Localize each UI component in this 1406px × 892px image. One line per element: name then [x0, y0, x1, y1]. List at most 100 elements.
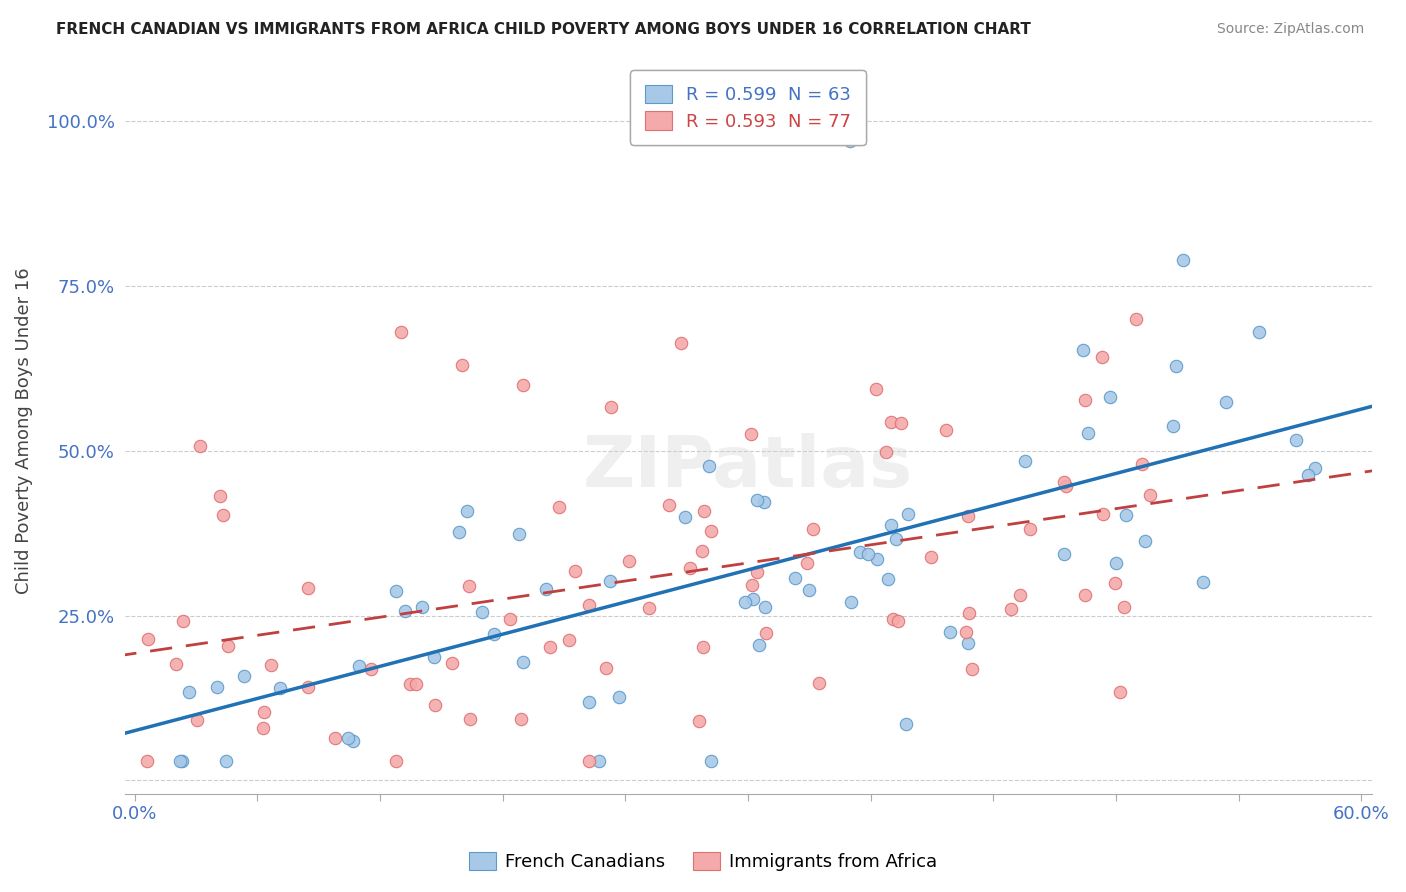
Point [484, 626, 506, 640]
Point [1249, 325, 1271, 339]
Point [405, 677, 427, 691]
Point [875, 445, 897, 459]
Point [939, 624, 962, 639]
Point [385, 754, 408, 768]
Point [920, 549, 942, 564]
Point [679, 560, 702, 574]
Point [1054, 479, 1077, 493]
Point [208, 489, 231, 503]
Point [839, 134, 862, 148]
Point [471, 605, 494, 619]
Point [451, 358, 474, 372]
Point [658, 498, 681, 512]
Point [745, 565, 768, 579]
Point [512, 378, 534, 392]
Point [699, 459, 721, 474]
Point [172, 615, 194, 629]
Point [458, 579, 481, 593]
Point [741, 578, 763, 592]
Point [394, 604, 416, 618]
Point [423, 698, 446, 712]
Point [578, 695, 600, 709]
Point [389, 325, 412, 339]
Point [1112, 600, 1135, 615]
Point [785, 571, 807, 585]
Point [165, 657, 187, 672]
Text: ZIPatlas: ZIPatlas [583, 433, 912, 502]
Point [1303, 460, 1326, 475]
Point [508, 526, 530, 541]
Point [808, 676, 831, 690]
Text: FRENCH CANADIAN VS IMMIGRANTS FROM AFRICA CHILD POVERTY AMONG BOYS UNDER 16 CORR: FRENCH CANADIAN VS IMMIGRANTS FROM AFRIC… [56, 22, 1031, 37]
Point [260, 658, 283, 673]
Point [564, 564, 586, 578]
Point [755, 626, 778, 640]
Point [212, 508, 235, 522]
Point [578, 754, 600, 768]
Point [1091, 507, 1114, 521]
Point [1161, 418, 1184, 433]
Point [136, 632, 159, 647]
Point [186, 714, 208, 728]
Point [1073, 589, 1095, 603]
Point [510, 712, 533, 726]
Point [534, 582, 557, 596]
Point [360, 662, 382, 676]
Point [458, 712, 481, 726]
Point [801, 522, 824, 536]
Point [179, 685, 201, 699]
Point [269, 681, 291, 696]
Point [839, 595, 862, 609]
Point [512, 655, 534, 669]
Point [1139, 488, 1161, 502]
Point [740, 426, 762, 441]
Point [135, 754, 157, 768]
Point [297, 680, 319, 694]
Point [1125, 312, 1147, 326]
Point [1285, 433, 1308, 447]
Point [880, 415, 903, 429]
Point [877, 572, 900, 586]
Point [215, 754, 238, 768]
Point [1091, 350, 1114, 364]
Point [1105, 557, 1128, 571]
Point [297, 581, 319, 595]
Point [700, 524, 723, 538]
Point [796, 557, 818, 571]
Point [866, 552, 889, 566]
Point [578, 598, 600, 612]
Point [849, 544, 872, 558]
Point [188, 439, 211, 453]
Text: Source: ZipAtlas.com: Source: ZipAtlas.com [1216, 22, 1364, 37]
Point [693, 504, 716, 518]
Point [1019, 523, 1042, 537]
Point [595, 661, 617, 675]
Y-axis label: Child Poverty Among Boys Under 16: Child Poverty Among Boys Under 16 [15, 268, 32, 594]
Legend: French Canadians, Immigrants from Africa: French Canadians, Immigrants from Africa [463, 845, 943, 879]
Point [880, 518, 903, 533]
Point [499, 612, 522, 626]
Point [700, 754, 723, 768]
Point [884, 532, 907, 546]
Point [336, 731, 359, 746]
Point [935, 423, 957, 437]
Legend: R = 0.599  N = 63, R = 0.593  N = 77: R = 0.599 N = 63, R = 0.593 N = 77 [630, 70, 866, 145]
Point [252, 721, 274, 735]
Point [1077, 425, 1099, 440]
Point [205, 680, 228, 694]
Point [1164, 359, 1187, 373]
Point [637, 600, 659, 615]
Point [1108, 684, 1130, 698]
Point [547, 500, 569, 515]
Point [956, 636, 979, 650]
Point [1010, 588, 1032, 602]
Point [411, 599, 433, 614]
Point [1000, 601, 1022, 615]
Point [673, 510, 696, 524]
Point [398, 677, 420, 691]
Point [754, 494, 776, 508]
Point [894, 716, 917, 731]
Point [1135, 533, 1157, 548]
Point [558, 633, 581, 648]
Point [745, 493, 768, 508]
